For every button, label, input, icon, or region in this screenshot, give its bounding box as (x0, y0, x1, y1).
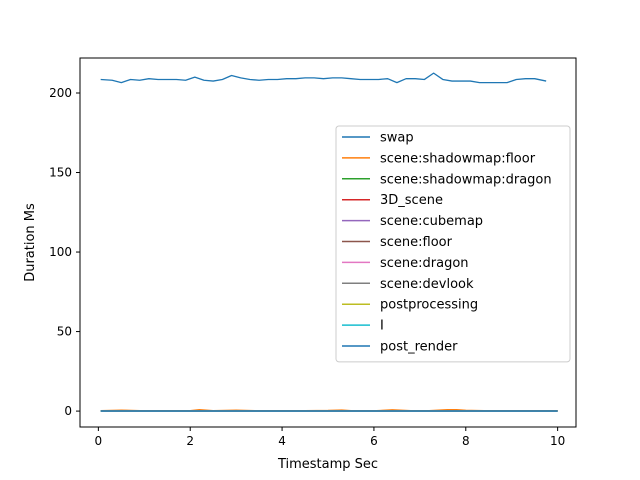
legend-entry-label: scene:shadowmap:floor (380, 151, 536, 166)
y-tick-label: 200 (49, 86, 72, 100)
legend: swap scene:shadowmap:floor scene:shadowmap… (335, 125, 571, 363)
x-tick-label: 10 (550, 434, 565, 448)
legend-entry-label: scene:dragon (380, 256, 469, 271)
legend-entry-label: 3D_scene (380, 193, 443, 208)
legend-entry-label: swap (380, 131, 414, 146)
series-layer (100, 72, 558, 412)
x-tick-label: 6 (370, 434, 378, 448)
legend-entry-label: I (380, 319, 384, 334)
y-tick-label: 0 (64, 404, 72, 418)
legend-entry-label: post_render (380, 340, 458, 355)
x-axis-label: Timestamp Sec (277, 457, 378, 472)
legend-entry-label: scene:floor (380, 235, 453, 250)
y-tick-label: 150 (49, 166, 72, 180)
legend-entry-label: scene:shadowmap:dragon (380, 172, 552, 187)
legend-box (335, 125, 571, 363)
plot-frame (79, 57, 577, 428)
x-tick-label: 2 (186, 434, 194, 448)
series-line-0 (100, 72, 547, 84)
y-tick-label: 50 (57, 325, 72, 339)
x-axis-ticks: 0 2 4 6 8 10 (95, 427, 565, 448)
legend-entry-label: scene:cubemap (380, 214, 483, 229)
x-tick-label: 4 (278, 434, 286, 448)
y-tick-label: 100 (49, 245, 72, 259)
y-axis-label: Duration Ms (23, 203, 38, 282)
y-axis-ticks: 0 50 100 150 200 (49, 86, 80, 418)
x-tick-label: 0 (95, 434, 103, 448)
x-tick-label: 8 (462, 434, 470, 448)
legend-entry-label: postprocessing (380, 298, 478, 313)
legend-entry-label: scene:devlook (380, 277, 474, 292)
